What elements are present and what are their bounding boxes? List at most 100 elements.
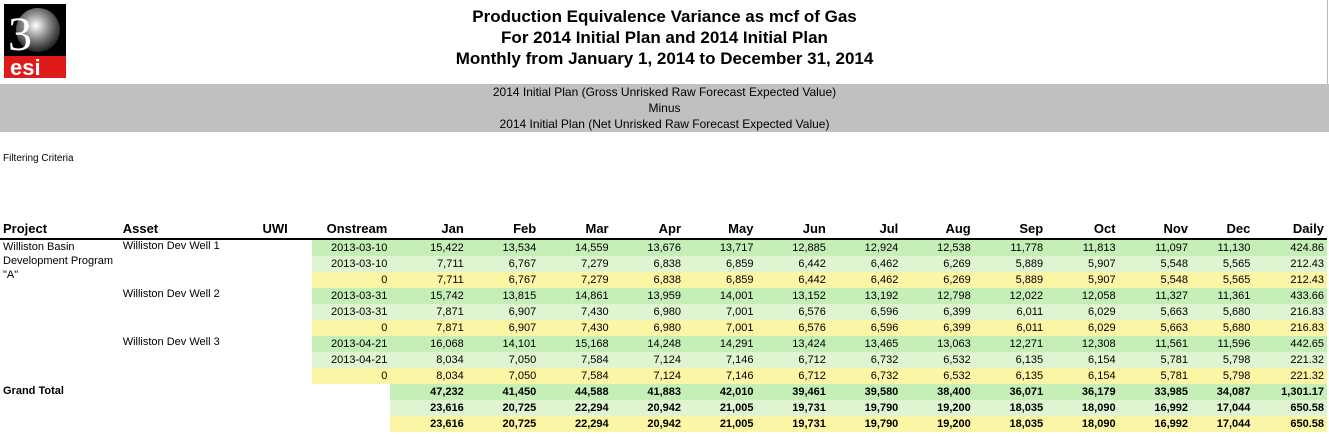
grand-total-month-cell: 18,035	[973, 416, 1047, 432]
title-line-3: Monthly from January 1, 2014 to December…	[455, 49, 874, 68]
column-header-onstream: Onstream	[311, 219, 391, 240]
grand-total-month-cell: 34,087	[1191, 384, 1254, 400]
grand-total-month-cell: 17,044	[1191, 416, 1254, 432]
column-header-jul: Jul	[828, 219, 902, 240]
month-value-cell: 5,663	[1118, 320, 1191, 336]
month-value-cell: 6,712	[756, 368, 829, 384]
svg-text:esi: esi	[10, 55, 41, 78]
project-name: Williston Basin Development Program "A"	[3, 241, 114, 281]
asset-name: Williston Dev Well 3	[122, 336, 220, 348]
month-value-cell: 6,269	[901, 256, 974, 272]
grand-total-month-cell: 22,294	[539, 416, 612, 432]
month-value-cell: 12,022	[973, 288, 1047, 304]
month-value-cell: 6,980	[611, 320, 685, 336]
month-value-cell: 6,980	[611, 304, 685, 320]
column-header-apr: Apr	[611, 219, 685, 240]
month-value-cell: 12,538	[901, 239, 974, 256]
column-header-mar: Mar	[539, 219, 612, 240]
month-value-cell: 6,532	[901, 352, 974, 368]
grand-total-label: Grand Total	[3, 385, 64, 397]
grand-total-row: 23,616 20,725 22,294 20,942 21,005 19,731 19,7…	[0, 416, 1327, 432]
month-value-cell: 6,712	[756, 352, 829, 368]
month-value-cell: 7,124	[611, 368, 685, 384]
comparison-banner: 2014 Initial Plan (Gross Unrisked Raw Fo…	[0, 84, 1329, 132]
column-header-nov: Nov	[1118, 219, 1191, 240]
onstream-cell: 2013-03-31	[311, 288, 391, 304]
asset-name: Williston Dev Well 2	[122, 288, 220, 300]
month-value-cell: 5,781	[1118, 368, 1191, 384]
table-row: 2013-04-21 8,034 7,050 7,584 7,124 7,146 6,712…	[0, 352, 1327, 368]
month-value-cell: 16,068	[390, 336, 467, 352]
uwi-cell	[238, 288, 311, 336]
grand-total-empty-cell	[120, 384, 239, 432]
month-value-cell: 7,124	[611, 352, 685, 368]
grand-total-month-cell: 18,090	[1046, 416, 1119, 432]
month-value-cell: 14,001	[684, 288, 757, 304]
month-value-cell: 6,269	[901, 272, 974, 288]
month-value-cell: 7,711	[390, 256, 467, 272]
month-value-cell: 5,663	[1118, 304, 1191, 320]
month-value-cell: 7,050	[466, 368, 540, 384]
month-value-cell: 5,798	[1191, 368, 1254, 384]
column-header-jan: Jan	[390, 219, 467, 240]
daily-value-cell: 212.43	[1253, 256, 1327, 272]
grand-total-month-cell: 18,090	[1046, 400, 1119, 416]
month-value-cell: 6,011	[973, 320, 1047, 336]
company-logo: 3 esi	[4, 4, 66, 80]
grand-total-month-cell: 20,725	[466, 400, 540, 416]
daily-value-cell: 221.32	[1253, 352, 1327, 368]
asset-name: Williston Dev Well 1	[122, 240, 220, 252]
grand-total-month-cell: 38,400	[901, 384, 974, 400]
month-value-cell: 14,101	[466, 336, 540, 352]
grand-total-month-cell: 20,942	[611, 400, 685, 416]
month-value-cell: 6,576	[756, 304, 829, 320]
month-value-cell: 6,859	[684, 272, 757, 288]
month-value-cell: 14,248	[611, 336, 685, 352]
grand-total-empty-cell	[312, 384, 390, 432]
month-value-cell: 6,462	[828, 272, 902, 288]
grand-total-month-cell: 16,992	[1118, 400, 1191, 416]
month-value-cell: 13,959	[611, 288, 685, 304]
month-value-cell: 7,430	[539, 320, 612, 336]
banner-line-2: Minus	[648, 101, 681, 115]
month-value-cell: 6,596	[828, 320, 902, 336]
month-value-cell: 13,676	[611, 239, 685, 256]
uwi-cell	[238, 239, 311, 288]
grand-total-month-cell: 16,992	[1118, 416, 1191, 432]
month-value-cell: 13,815	[466, 288, 540, 304]
month-value-cell: 5,781	[1118, 352, 1191, 368]
month-value-cell: 6,154	[1046, 368, 1119, 384]
month-value-cell: 13,717	[684, 239, 757, 256]
month-value-cell: 13,424	[756, 336, 829, 352]
grand-total-month-cell: 18,035	[973, 400, 1047, 416]
month-value-cell: 7,279	[539, 272, 612, 288]
month-value-cell: 5,565	[1191, 272, 1254, 288]
grand-total-daily-cell: 650.58	[1253, 400, 1327, 416]
onstream-cell: 0	[311, 272, 391, 288]
month-value-cell: 12,271	[973, 336, 1047, 352]
grand-total-month-cell: 23,616	[390, 400, 467, 416]
daily-value-cell: 221.32	[1253, 368, 1327, 384]
grand-total-month-cell: 20,725	[466, 416, 540, 432]
onstream-cell: 2013-04-21	[311, 336, 391, 352]
month-value-cell: 14,861	[539, 288, 612, 304]
month-value-cell: 11,130	[1191, 239, 1254, 256]
month-value-cell: 13,534	[466, 239, 540, 256]
month-value-cell: 14,559	[539, 239, 612, 256]
uwi-cell	[238, 336, 311, 384]
month-value-cell: 6,838	[611, 256, 685, 272]
column-header-aug: Aug	[901, 219, 974, 240]
month-value-cell: 12,798	[901, 288, 974, 304]
month-value-cell: 14,291	[684, 336, 757, 352]
month-value-cell: 7,871	[390, 304, 467, 320]
month-value-cell: 6,442	[756, 256, 829, 272]
onstream-cell: 0	[311, 368, 391, 384]
month-value-cell: 8,034	[390, 368, 467, 384]
grand-total-daily-cell: 650.58	[1253, 416, 1327, 432]
month-value-cell: 12,924	[828, 239, 902, 256]
title-line-1: Production Equivalence Variance as mcf o…	[472, 7, 857, 26]
month-value-cell: 5,907	[1046, 272, 1119, 288]
month-value-cell: 6,154	[1046, 352, 1119, 368]
grand-total-month-cell: 36,179	[1046, 384, 1119, 400]
grand-total-month-cell: 21,005	[684, 416, 757, 432]
